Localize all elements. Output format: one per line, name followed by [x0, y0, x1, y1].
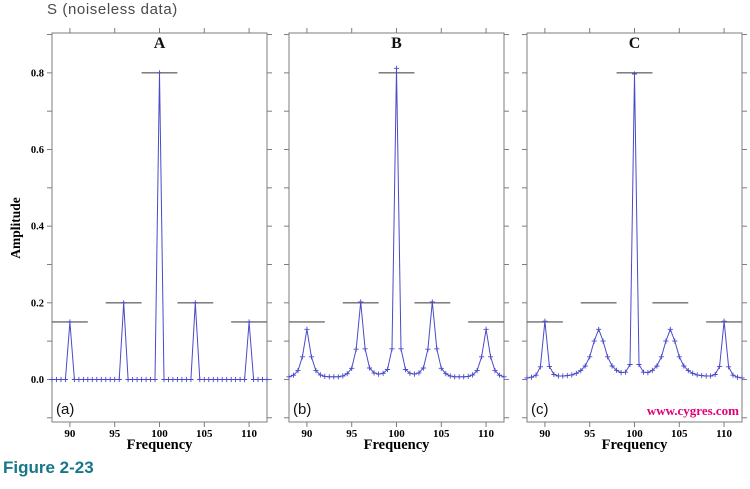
figure-title: S (noiseless data): [47, 1, 178, 18]
x-tick-label: 110: [478, 428, 494, 440]
y-tick-label: 0.6: [31, 145, 44, 156]
x-tick-label: 110: [716, 428, 732, 440]
x-tick-label: 100: [151, 428, 168, 440]
panel-a-plot: 90 95 100 105 110 0.0 0.2 0.4 0.6 0.8: [31, 28, 272, 440]
x-tick-label: 95: [584, 428, 596, 440]
x-axis-title-panel-c: Frequency: [601, 437, 668, 453]
panel-b-letter: B: [391, 35, 402, 52]
x-tick-label: 100: [626, 428, 643, 440]
panel-a-letter: A: [153, 35, 166, 52]
x-tick-label: 110: [241, 428, 257, 440]
x-axis-title-panel-b: Frequency: [363, 437, 430, 453]
y-tick-label: 0.4: [31, 222, 45, 233]
data-point-markers: [49, 70, 270, 383]
spectrum-curve: [526, 73, 743, 379]
data-point-markers: [286, 65, 507, 380]
y-tick-label: 0.8: [31, 68, 44, 79]
x-tick-label: 100: [388, 428, 405, 440]
x-axis-title-panel-a: Frequency: [126, 437, 193, 453]
y-tick-label: 0.0: [31, 375, 44, 386]
figure-caption: Figure 2-23: [3, 458, 94, 477]
panel-c-letter: C: [628, 35, 641, 52]
spectrum-curve: [288, 68, 505, 378]
spectrum-curve: [52, 72, 267, 380]
x-tick-label: 105: [671, 428, 688, 440]
watermark-link[interactable]: www.cygres.com: [646, 403, 739, 418]
panel-a-corner-label: (a): [56, 401, 75, 418]
data-point-markers: [524, 71, 745, 381]
x-tick-label: 105: [196, 428, 213, 440]
panel-c-corner-label: (c): [531, 401, 549, 418]
y-tick-label: 0.2: [31, 298, 44, 309]
y-axis-title-amplitude: Amplitude: [8, 197, 23, 259]
x-tick-label: 95: [346, 428, 358, 440]
x-tick-label: 90: [64, 428, 76, 440]
panel-c-plot: 90 95 100 105 110: [522, 28, 747, 440]
x-tick-label: 90: [301, 428, 313, 440]
panel-b-plot: 90 95 100 105 110: [284, 28, 509, 440]
x-tick-label: 105: [433, 428, 450, 440]
x-tick-label: 90: [539, 428, 551, 440]
panel-b-corner-label: (b): [293, 401, 312, 418]
x-tick-label: 95: [109, 428, 121, 440]
